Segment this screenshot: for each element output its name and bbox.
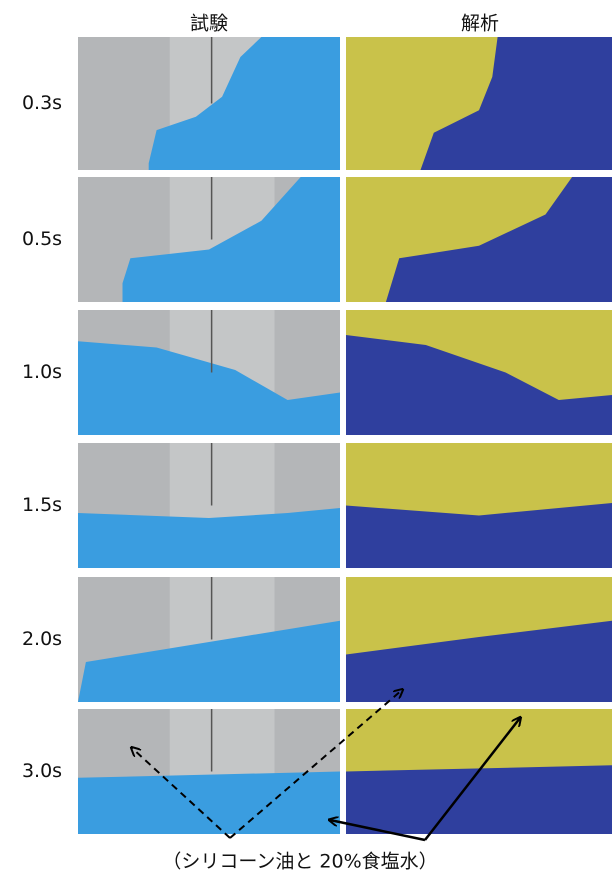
figure: 試験 解析 （シリコーン油と 20%食塩水） 0.3s 0.5s 1.0s 1.5s 2… xyxy=(0,0,613,879)
row-label: 3.0s xyxy=(22,760,62,782)
column-header: 解析 xyxy=(461,13,499,35)
row-label: 0.3s xyxy=(22,92,62,114)
row-label: 1.0s xyxy=(22,361,62,383)
row-label: 2.0s xyxy=(22,628,62,650)
row-label: 0.5s xyxy=(22,228,62,250)
panels xyxy=(78,37,612,834)
column-header: 試験 xyxy=(190,13,228,35)
water-region xyxy=(78,772,340,835)
saltwater-region xyxy=(346,765,612,834)
row-label: 1.5s xyxy=(22,494,62,516)
caption: （シリコーン油と 20%食塩水） xyxy=(162,851,437,873)
